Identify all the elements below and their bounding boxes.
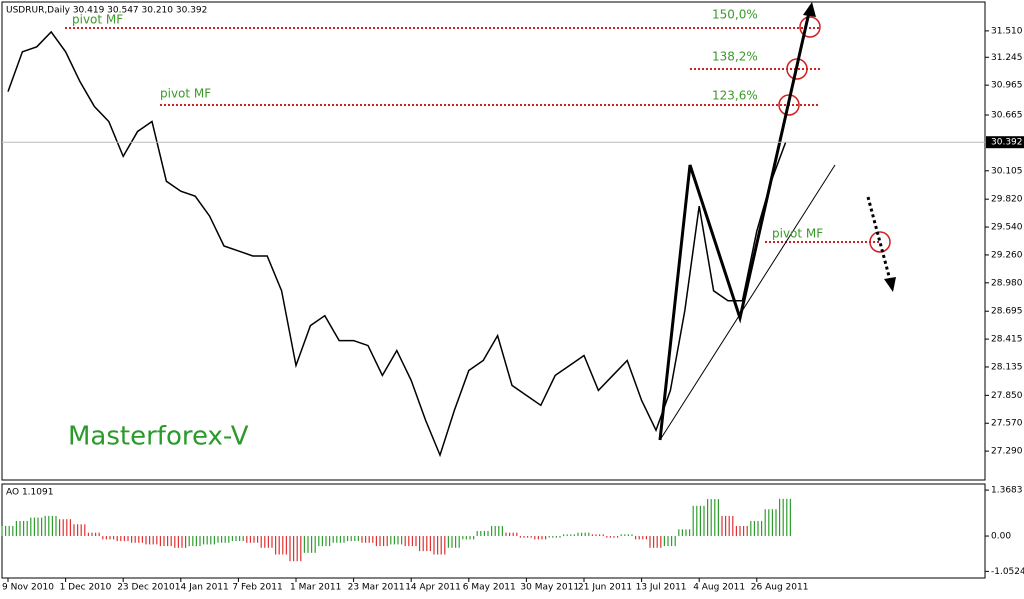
y-tick-label: 30.665 <box>991 111 1023 121</box>
x-tick-label: 1 Dec 2010 <box>60 583 112 593</box>
x-tick-label: 14 Apr 2011 <box>405 583 461 593</box>
y-tick-label: 29.260 <box>991 250 1023 260</box>
last-price-label: 30.392 <box>991 138 1023 148</box>
x-tick-label: 21 Jun 2011 <box>578 583 632 593</box>
annotation: 150,0% <box>712 8 758 22</box>
x-tick-label: 26 Aug 2011 <box>751 583 809 593</box>
x-tick-label: 14 Jan 2011 <box>175 583 229 593</box>
y-tick-label: -1.0524 <box>991 567 1024 577</box>
last-price-box <box>986 136 1024 149</box>
y-tick-label: 28.135 <box>991 362 1023 372</box>
x-tick-label: 30 May 2011 <box>520 583 579 593</box>
brand-label: Masterforex-V <box>68 422 249 452</box>
ao-panel <box>1 483 986 579</box>
y-tick-label: 30.965 <box>991 81 1023 91</box>
chart-title: USDRUR,Daily 30.419 30.547 30.210 30.392 <box>6 6 207 16</box>
forecast-arrow <box>866 196 892 281</box>
target-circle <box>799 16 821 38</box>
x-tick-label: 9 Nov 2010 <box>2 583 54 593</box>
annotation: 123,6% <box>712 89 758 103</box>
annotation: pivot MF <box>160 87 211 101</box>
y-tick-label: 1.3683 <box>991 486 1023 496</box>
x-tick-label: 23 Mar 2011 <box>348 583 405 593</box>
y-tick-label: 27.850 <box>991 391 1023 401</box>
y-tick-label: 27.290 <box>991 447 1023 457</box>
x-tick-label: 7 Feb 2011 <box>232 583 282 593</box>
trend-line <box>659 164 836 441</box>
y-tick-label: 29.820 <box>991 195 1023 205</box>
y-tick-label: 31.245 <box>991 53 1023 63</box>
arrow-head <box>803 2 816 17</box>
x-tick-label: 4 Aug 2011 <box>693 583 745 593</box>
x-tick-label: 23 Dec 2010 <box>117 583 175 593</box>
y-tick-label: 29.540 <box>991 223 1023 233</box>
y-tick-label: 28.980 <box>991 278 1023 288</box>
price-line <box>7 30 787 458</box>
y-tick-label: 31.510 <box>991 26 1023 36</box>
annotation: pivot MF <box>772 227 823 241</box>
arrow-head <box>884 277 896 292</box>
target-circle <box>869 231 891 253</box>
x-tick-label: 6 May 2011 <box>463 583 516 593</box>
y-tick-label: 28.695 <box>991 307 1023 317</box>
y-tick-label: 28.415 <box>991 335 1023 345</box>
annotation: pivot MF <box>72 13 123 27</box>
annotation: 138,2% <box>712 50 758 64</box>
y-tick-label: 27.570 <box>991 419 1023 429</box>
zigzag <box>658 7 812 441</box>
y-tick-label: 30.105 <box>991 166 1023 176</box>
x-tick-label: 13 Jul 2011 <box>636 583 687 593</box>
drawings <box>65 2 896 441</box>
y-tick-label: 0.00 <box>991 532 1011 542</box>
x-tick-label: 1 Mar 2011 <box>290 583 341 593</box>
ao-title: AO 1.1091 <box>6 488 53 498</box>
